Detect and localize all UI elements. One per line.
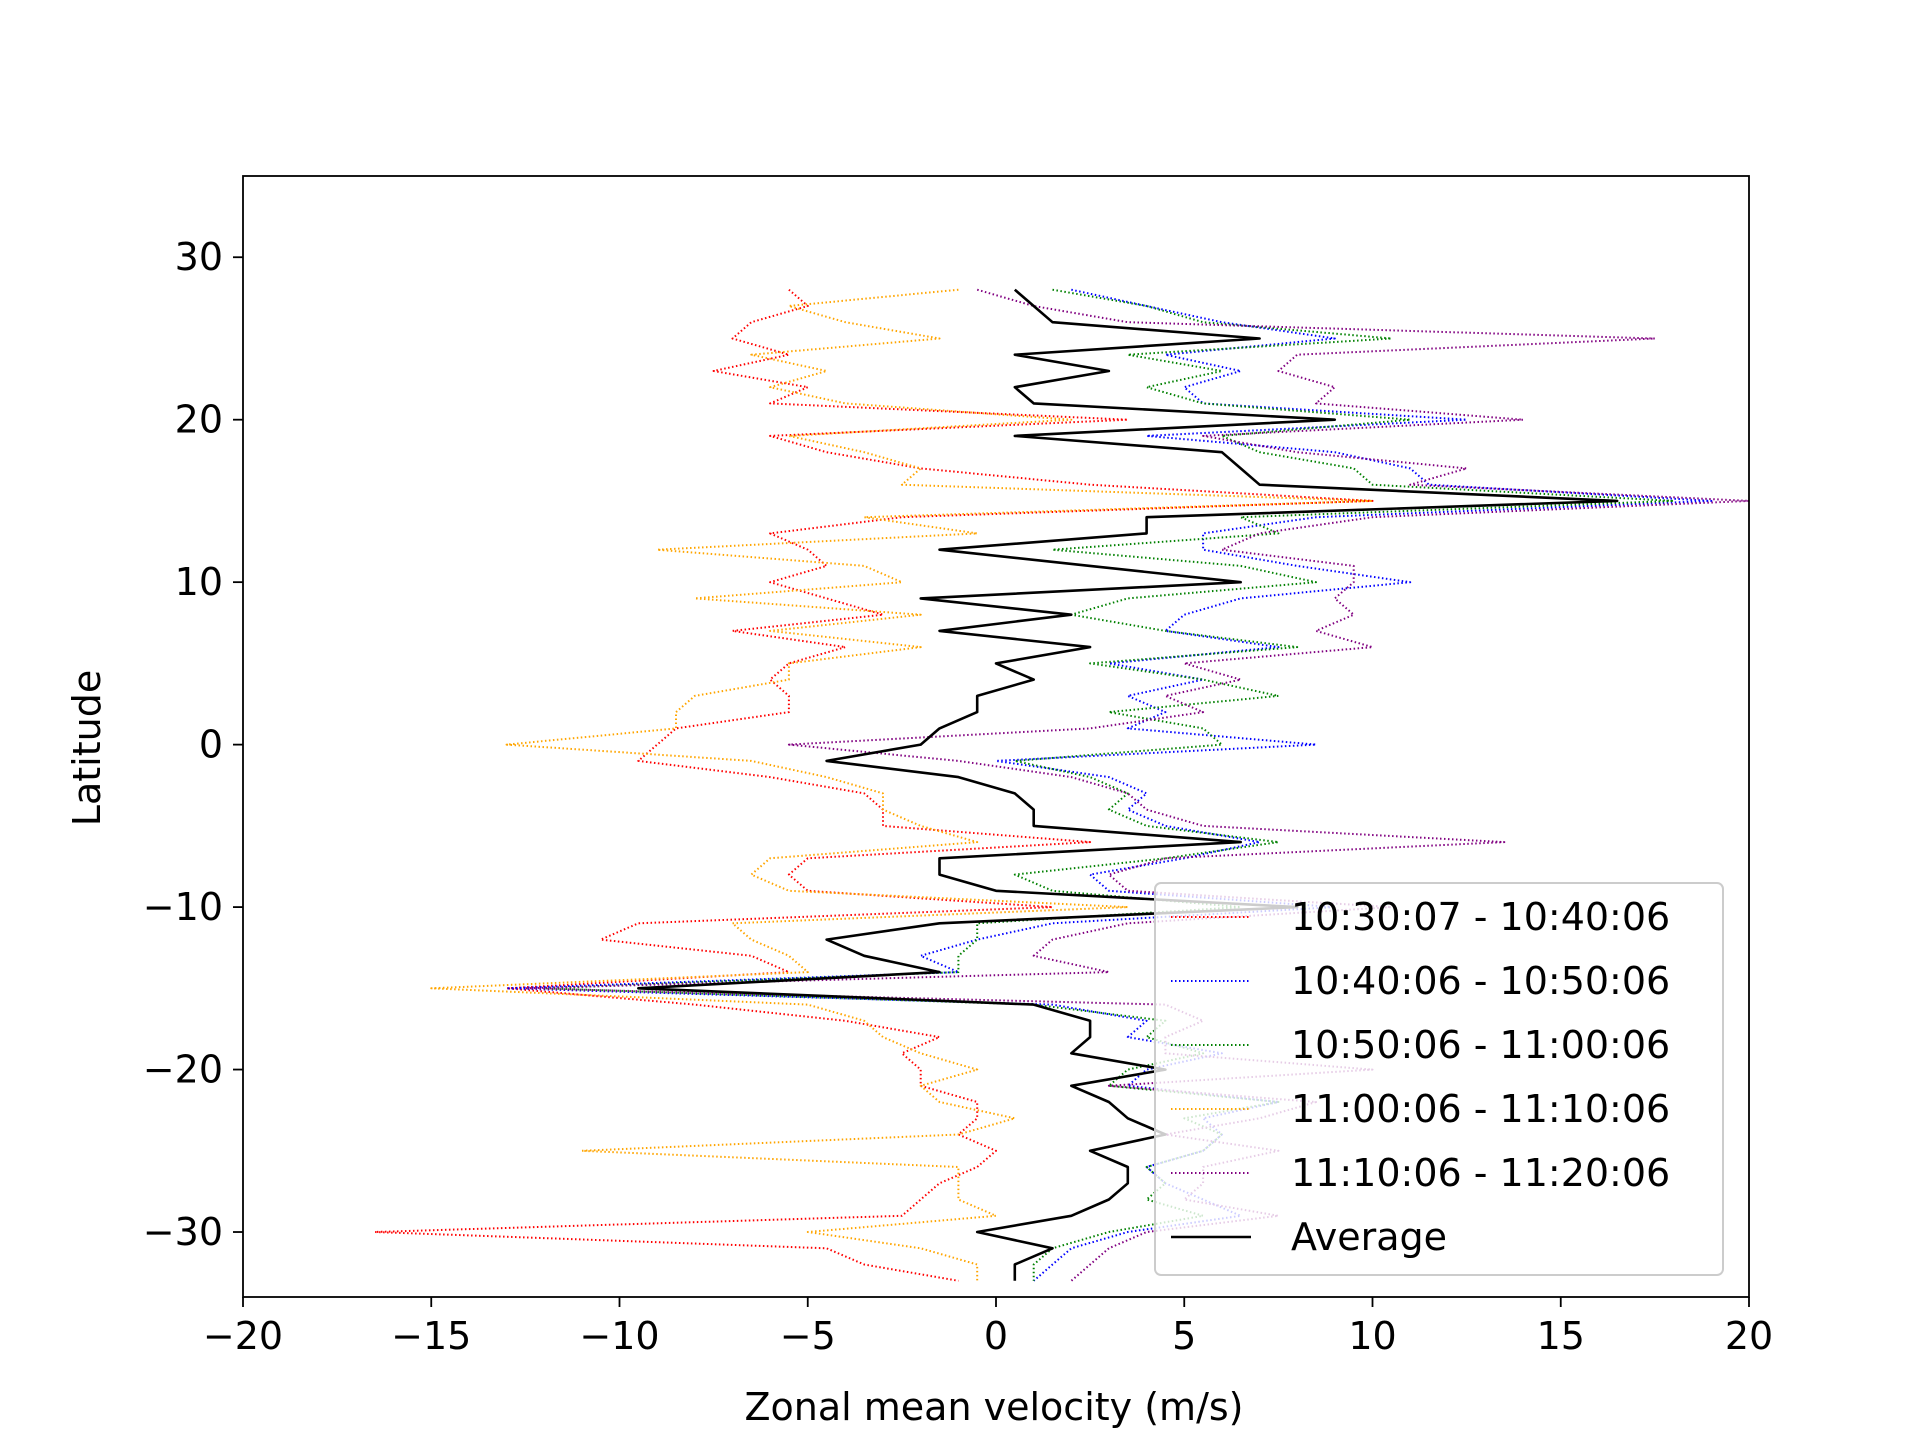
y-tick-label: −10	[143, 885, 223, 929]
x-axis-label: Zonal mean velocity (m/s)	[745, 1385, 1244, 1429]
legend-label-2: 10:40:06 - 10:50:06	[1291, 959, 1670, 1003]
y-tick-label: −20	[143, 1048, 223, 1092]
series-line-2	[505, 288, 1713, 1282]
series-line-4	[430, 288, 1374, 1281]
x-tick-label: −15	[391, 1314, 471, 1358]
x-tick-label: −5	[780, 1314, 836, 1358]
axes: −20 −15 −10 −5 0 5 10 15 20 −30 −20 −10 0 10 20 30	[143, 175, 1773, 1358]
legend: 10:30:07 - 10:40:06 10:40:06 - 10:50:06 10…	[1154, 882, 1724, 1276]
y-axis-label: Latitude	[65, 670, 109, 826]
legend-label-4: 11:00:06 - 11:10:06	[1291, 1087, 1670, 1131]
series-line-6	[636, 288, 1619, 1281]
series-line-1	[373, 288, 1374, 1282]
x-tick-label: 20	[1725, 1314, 1773, 1358]
x-tick-label: 0	[984, 1314, 1008, 1358]
legend-label-6: Average	[1291, 1215, 1447, 1259]
legend-label-5: 11:10:06 - 11:20:06	[1291, 1151, 1670, 1195]
y-tick-label: 10	[175, 560, 223, 604]
y-tick-label: −30	[143, 1210, 223, 1254]
legend-label-3: 10:50:06 - 11:00:06	[1291, 1023, 1670, 1067]
x-tick-label: −10	[579, 1314, 659, 1358]
y-tick-label: 20	[175, 398, 223, 442]
y-tick-label: 0	[199, 723, 223, 767]
x-tick-label: 10	[1348, 1314, 1396, 1358]
legend-label-1: 10:30:07 - 10:40:06	[1291, 895, 1670, 939]
x-tick-label: −20	[203, 1314, 283, 1358]
legend-box	[1154, 882, 1724, 1276]
x-tick-label: 15	[1537, 1314, 1585, 1358]
x-tick-label: 5	[1172, 1314, 1196, 1358]
y-tick-label: 30	[175, 235, 223, 279]
